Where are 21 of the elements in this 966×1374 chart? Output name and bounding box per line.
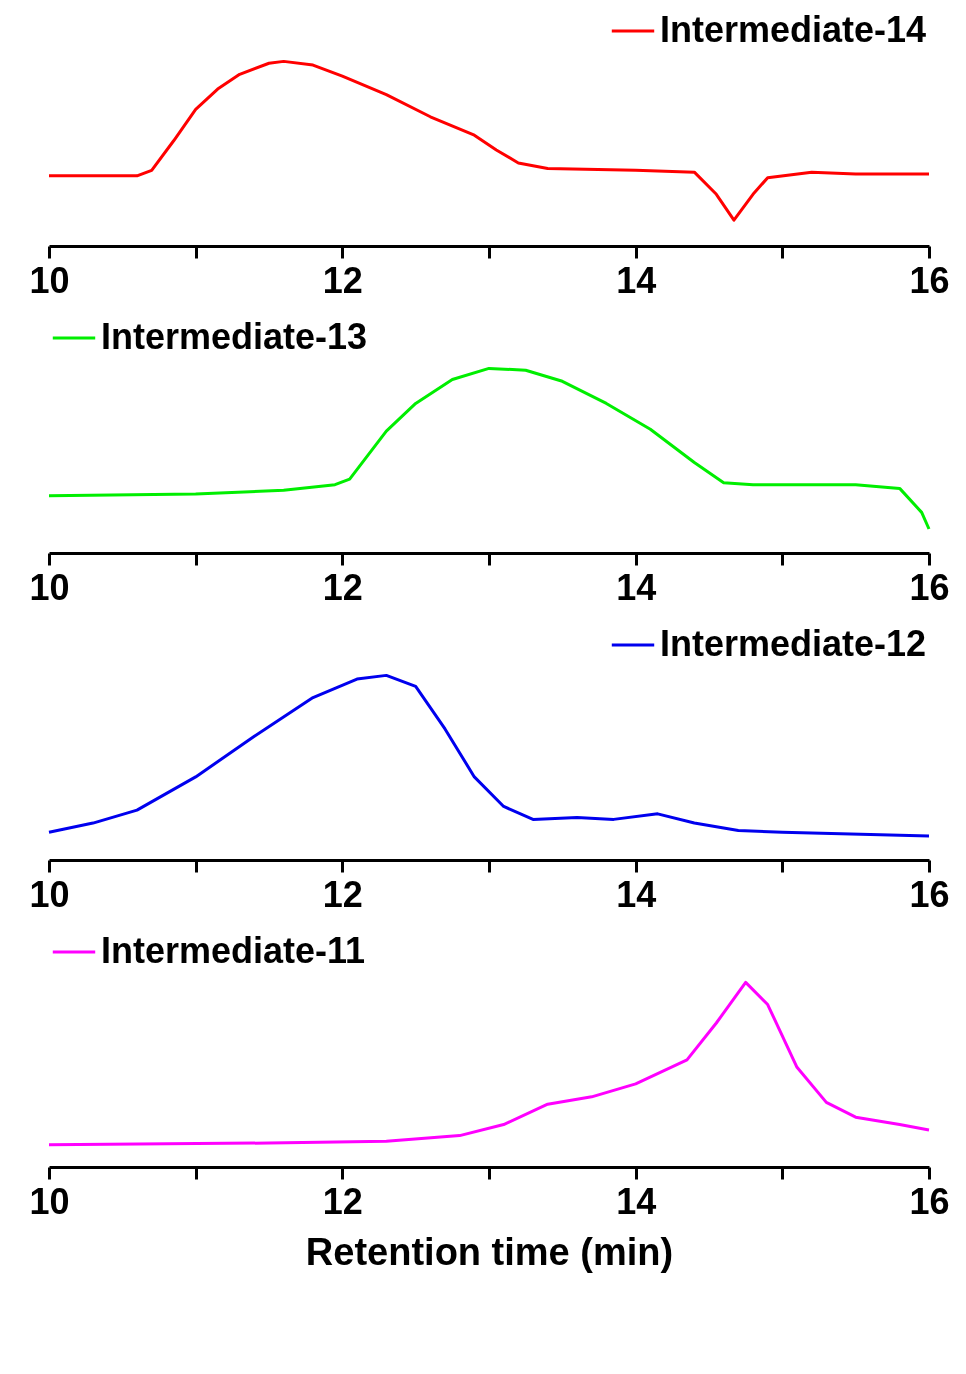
x-tick-label: 10 bbox=[29, 1180, 70, 1222]
legend-label: Intermediate-13 bbox=[101, 316, 368, 357]
x-tick-label: 12 bbox=[322, 566, 363, 608]
x-tick-label: 10 bbox=[29, 259, 70, 301]
x-tick-label: 10 bbox=[29, 873, 70, 915]
x-tick-label: 14 bbox=[616, 873, 657, 915]
x-tick-label: 14 bbox=[616, 259, 657, 301]
x-tick-label: 16 bbox=[909, 1180, 950, 1222]
legend-label: Intermediate-14 bbox=[660, 9, 927, 50]
x-tick-label: 12 bbox=[322, 1180, 363, 1222]
x-tick-label: 16 bbox=[909, 873, 950, 915]
x-tick-label: 12 bbox=[322, 259, 363, 301]
x-axis-title: Retention time (min) bbox=[305, 1230, 674, 1273]
x-tick-label: 16 bbox=[909, 259, 950, 301]
legend-label: Intermediate-12 bbox=[660, 623, 927, 664]
x-tick-label: 14 bbox=[616, 566, 657, 608]
x-tick-label: 16 bbox=[909, 566, 950, 608]
x-tick-label: 12 bbox=[322, 873, 363, 915]
x-tick-label: 10 bbox=[29, 566, 70, 608]
x-tick-label: 14 bbox=[616, 1180, 657, 1222]
legend-label: Intermediate-11 bbox=[101, 930, 366, 971]
